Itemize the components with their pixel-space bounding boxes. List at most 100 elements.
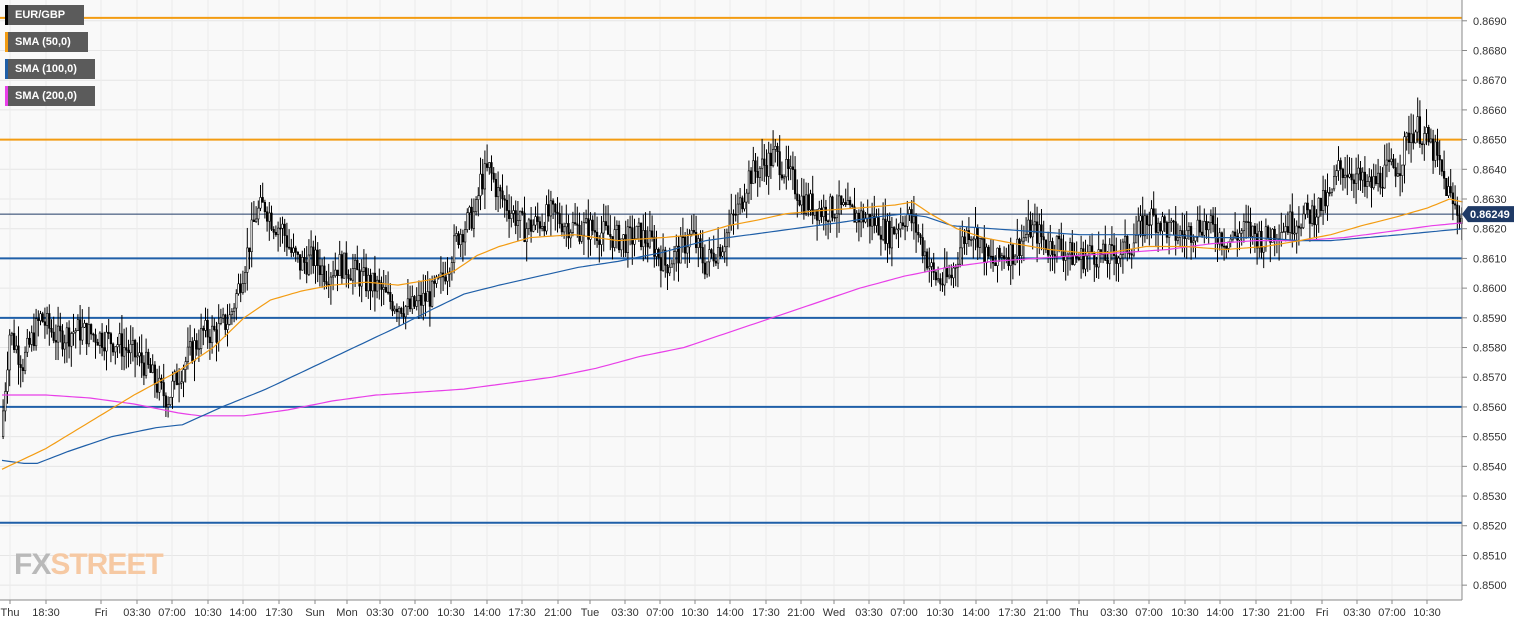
candle-body (1388, 159, 1391, 163)
candle-body (967, 230, 970, 241)
candle-body (125, 347, 128, 351)
candle-body (123, 347, 126, 357)
candle-body (1295, 225, 1298, 234)
candle-body (809, 193, 812, 211)
candle-body (384, 287, 388, 293)
candle-body (1282, 231, 1285, 233)
candle-body (1176, 237, 1179, 241)
candle-body (1139, 215, 1142, 222)
candle-body (1062, 250, 1065, 261)
candle-body (272, 228, 275, 233)
candle-body (1328, 192, 1331, 194)
candle-body (1315, 216, 1318, 226)
x-tick-label: 07:00 (646, 607, 674, 619)
candle-body (1335, 170, 1338, 177)
candle-body (114, 346, 117, 353)
candle-body (1229, 238, 1232, 243)
candle-body (1399, 173, 1402, 176)
candle-body (239, 283, 242, 293)
candle-body (8, 334, 11, 371)
candle-body (48, 313, 51, 329)
candle-body (30, 332, 33, 345)
candle-body (787, 159, 790, 169)
candle-body (545, 204, 548, 232)
candle-body (1192, 240, 1195, 243)
candle-body (477, 195, 480, 200)
candle-body (650, 230, 654, 238)
candle-body (611, 236, 614, 248)
candle-body (316, 249, 319, 266)
candle-body (1304, 202, 1307, 215)
candle-body (996, 247, 999, 266)
legend-label: SMA (50,0) (15, 36, 71, 48)
candle-body (826, 220, 830, 223)
candle-body (1372, 176, 1375, 189)
candle-body (1033, 221, 1036, 226)
candle-body (536, 216, 539, 222)
candle-body (59, 325, 62, 332)
candle-body (1196, 219, 1199, 238)
candle-body (303, 257, 306, 263)
candle-body (353, 259, 357, 269)
y-tick-label: 0.8600 (1473, 283, 1507, 295)
candle-body (1447, 186, 1450, 197)
candle-body (1267, 226, 1270, 239)
legend-label: SMA (200,0) (15, 90, 77, 102)
candle-body (1159, 222, 1162, 232)
candle-body (862, 210, 865, 223)
candle-body (446, 273, 449, 282)
candle-body (1053, 254, 1056, 257)
x-tick-label: 03:30 (855, 607, 883, 619)
candle-body (336, 269, 339, 276)
candle-body (483, 163, 487, 190)
x-tick-label: Sun (305, 607, 325, 619)
candle-body (149, 364, 152, 373)
candle-body (972, 238, 975, 241)
candle-body (56, 325, 60, 343)
legend-item-sma200[interactable]: SMA (200,0) (5, 86, 95, 106)
candle-body (815, 209, 819, 221)
candle-body (1434, 141, 1437, 161)
candle-body (507, 210, 511, 219)
candle-body (428, 291, 432, 307)
candle-body (496, 187, 500, 198)
candle-body (408, 298, 412, 310)
x-tick-label: 07:00 (1135, 607, 1163, 619)
candle-body (604, 221, 607, 227)
candle-body (943, 267, 946, 286)
candle-body (1080, 248, 1083, 260)
legend-item-sma100[interactable]: SMA (100,0) (5, 59, 95, 79)
candle-body (1203, 221, 1206, 236)
candle-body (1418, 116, 1421, 145)
candle-body (1016, 238, 1019, 257)
candle-body (628, 226, 632, 229)
x-tick-label: 17:30 (1242, 607, 1270, 619)
candle-body (378, 279, 381, 283)
candle-body (1049, 241, 1052, 256)
candle-body (367, 274, 370, 292)
candle-body (417, 294, 421, 302)
x-tick-label: 14:00 (473, 607, 501, 619)
candle-body (857, 212, 860, 223)
candle-body (1289, 211, 1292, 233)
candle-body (952, 267, 955, 279)
legend-item-sma50[interactable]: SMA (50,0) (5, 32, 88, 52)
candle-body (1058, 235, 1061, 240)
candle-body (1377, 172, 1380, 184)
x-tick-label: 14:00 (1206, 607, 1234, 619)
candle-body (919, 234, 922, 238)
candle-body (538, 221, 541, 229)
candle-body (1337, 160, 1340, 172)
candle-body (1152, 208, 1155, 216)
candle-body (1339, 160, 1342, 170)
candle-body (512, 210, 515, 214)
candle-body (1130, 253, 1133, 256)
x-tick-label: 10:30 (1171, 607, 1199, 619)
candle-body (1168, 222, 1171, 238)
candle-body (1181, 230, 1184, 235)
legend-item-symbol[interactable]: EUR/GBP (5, 5, 84, 25)
candle-body (888, 220, 891, 249)
candle-body (147, 351, 150, 365)
candle-body (248, 247, 251, 253)
